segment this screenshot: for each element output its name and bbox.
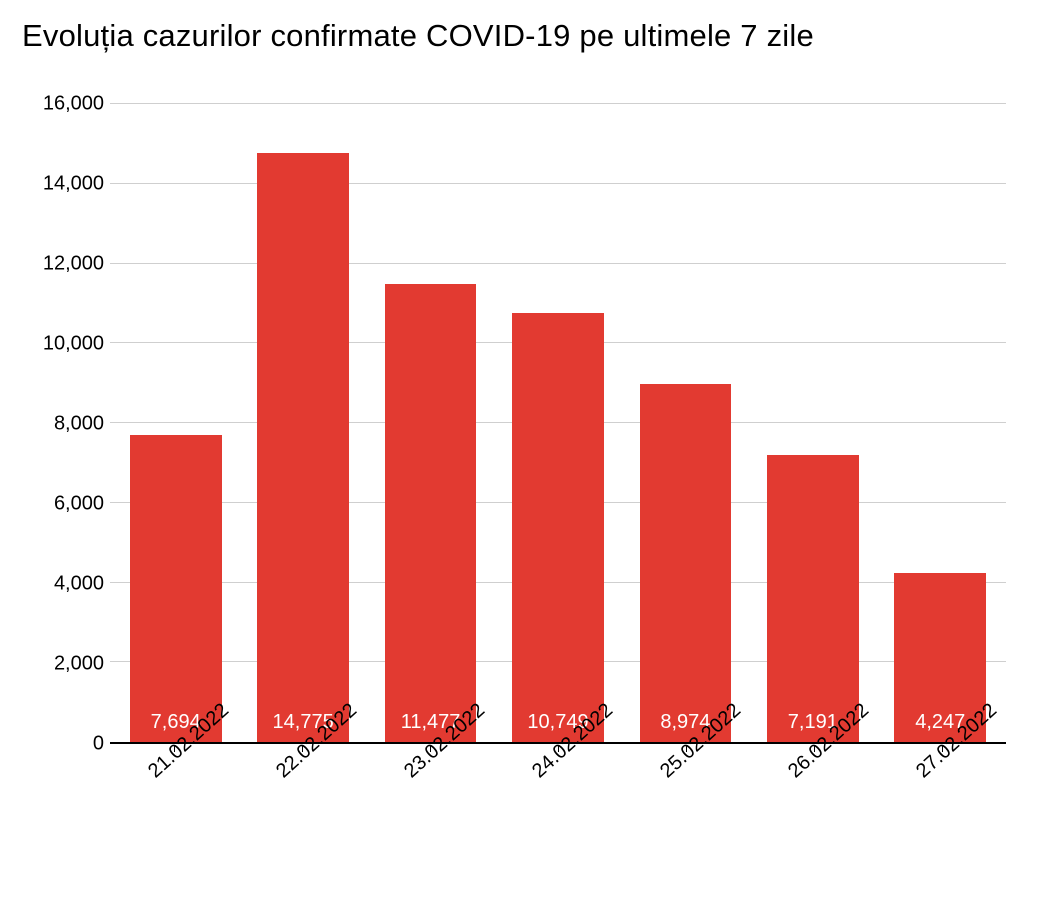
xlabel-slot: 25.02.2022 bbox=[622, 752, 750, 874]
bar: 7,694 bbox=[130, 435, 222, 742]
ytick-12000: 12,000 bbox=[22, 253, 104, 276]
ytick-14000: 14,000 bbox=[22, 173, 104, 196]
ytick-2000: 2,000 bbox=[22, 653, 104, 676]
chart-wrap: 0 2,000 4,000 6,000 8,000 10,000 12,000 … bbox=[22, 84, 1016, 874]
bar-slot: 14,775 bbox=[239, 104, 366, 742]
ytick-6000: 6,000 bbox=[22, 493, 104, 516]
ytick-8000: 8,000 bbox=[22, 413, 104, 436]
bar: 14,775 bbox=[257, 153, 349, 742]
bar-slot: 11,477 bbox=[367, 104, 494, 742]
xlabel-slot: 23.02.2022 bbox=[366, 752, 494, 874]
bar-slot: 7,191 bbox=[749, 104, 876, 742]
x-axis-labels: 21.02.2022 22.02.2022 23.02.2022 24.02.2… bbox=[110, 752, 1006, 874]
bar-slot: 7,694 bbox=[112, 104, 239, 742]
bar: 11,477 bbox=[385, 284, 477, 742]
chart-title: Evoluția cazurilor confirmate COVID-19 p… bbox=[22, 18, 1016, 54]
ytick-16000: 16,000 bbox=[22, 93, 104, 116]
xlabel-slot: 26.02.2022 bbox=[750, 752, 878, 874]
chart-container: Evoluția cazurilor confirmate COVID-19 p… bbox=[0, 0, 1038, 898]
ytick-4000: 4,000 bbox=[22, 573, 104, 596]
ytick-0: 0 bbox=[22, 733, 104, 756]
xlabel-slot: 22.02.2022 bbox=[238, 752, 366, 874]
plot-area: 7,694 14,775 11,477 10,749 bbox=[110, 104, 1006, 744]
xlabel-slot: 21.02.2022 bbox=[110, 752, 238, 874]
bar: 7,191 bbox=[767, 455, 859, 742]
bar-slot: 4,247 bbox=[877, 104, 1004, 742]
xlabel-slot: 27.02.2022 bbox=[878, 752, 1006, 874]
ytick-10000: 10,000 bbox=[22, 333, 104, 356]
bar-slot: 8,974 bbox=[622, 104, 749, 742]
bar: 10,749 bbox=[512, 313, 604, 742]
bars-group: 7,694 14,775 11,477 10,749 bbox=[110, 104, 1006, 742]
xlabel-slot: 24.02.2022 bbox=[494, 752, 622, 874]
bar-slot: 10,749 bbox=[494, 104, 621, 742]
bar: 8,974 bbox=[640, 384, 732, 742]
